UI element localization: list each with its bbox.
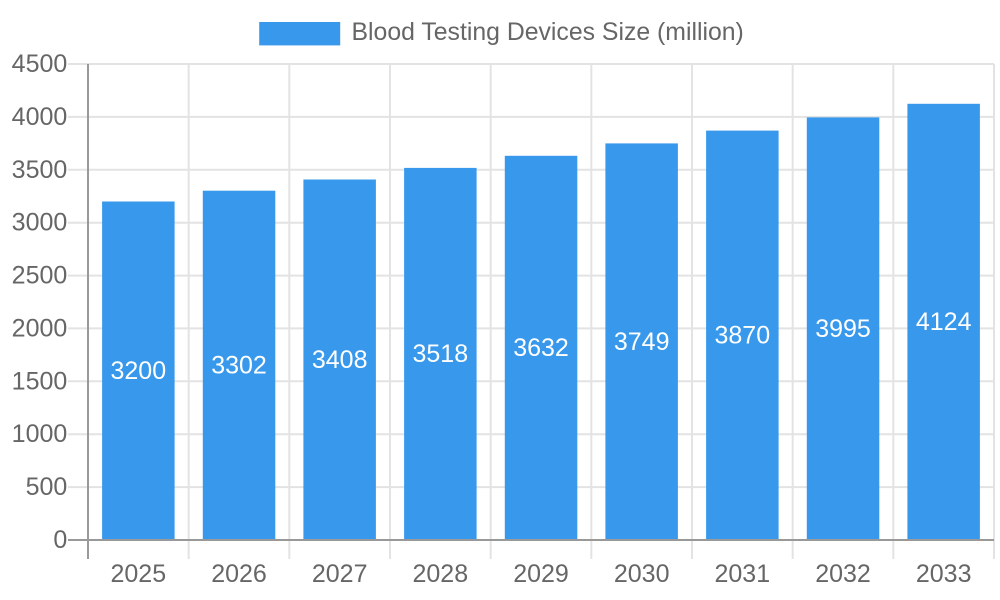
svg-text:3200: 3200 bbox=[110, 357, 166, 385]
svg-text:2030: 2030 bbox=[614, 560, 670, 588]
svg-text:2000: 2000 bbox=[12, 314, 68, 342]
svg-text:4500: 4500 bbox=[12, 50, 68, 78]
svg-text:2031: 2031 bbox=[714, 560, 770, 588]
svg-text:0: 0 bbox=[53, 526, 67, 554]
svg-text:2033: 2033 bbox=[916, 560, 972, 588]
svg-text:1500: 1500 bbox=[12, 367, 68, 395]
svg-text:3000: 3000 bbox=[12, 209, 68, 237]
svg-text:2027: 2027 bbox=[312, 560, 368, 588]
svg-text:4124: 4124 bbox=[916, 308, 972, 336]
svg-text:3302: 3302 bbox=[211, 352, 267, 380]
svg-text:3500: 3500 bbox=[12, 156, 68, 184]
svg-text:3870: 3870 bbox=[714, 322, 770, 350]
svg-text:3518: 3518 bbox=[412, 340, 468, 368]
svg-text:3408: 3408 bbox=[312, 346, 368, 374]
svg-text:3995: 3995 bbox=[815, 315, 871, 343]
svg-text:2032: 2032 bbox=[815, 560, 871, 588]
svg-text:4000: 4000 bbox=[12, 103, 68, 131]
svg-text:2500: 2500 bbox=[12, 262, 68, 290]
svg-text:3749: 3749 bbox=[614, 328, 670, 356]
svg-text:2028: 2028 bbox=[412, 560, 468, 588]
svg-text:2029: 2029 bbox=[513, 560, 569, 588]
svg-text:2026: 2026 bbox=[211, 560, 267, 588]
svg-text:500: 500 bbox=[26, 473, 68, 501]
svg-text:3632: 3632 bbox=[513, 334, 569, 362]
svg-text:Blood Testing Devices Size (mi: Blood Testing Devices Size (million) bbox=[352, 19, 744, 46]
svg-text:1000: 1000 bbox=[12, 420, 68, 448]
svg-text:2025: 2025 bbox=[110, 560, 166, 588]
